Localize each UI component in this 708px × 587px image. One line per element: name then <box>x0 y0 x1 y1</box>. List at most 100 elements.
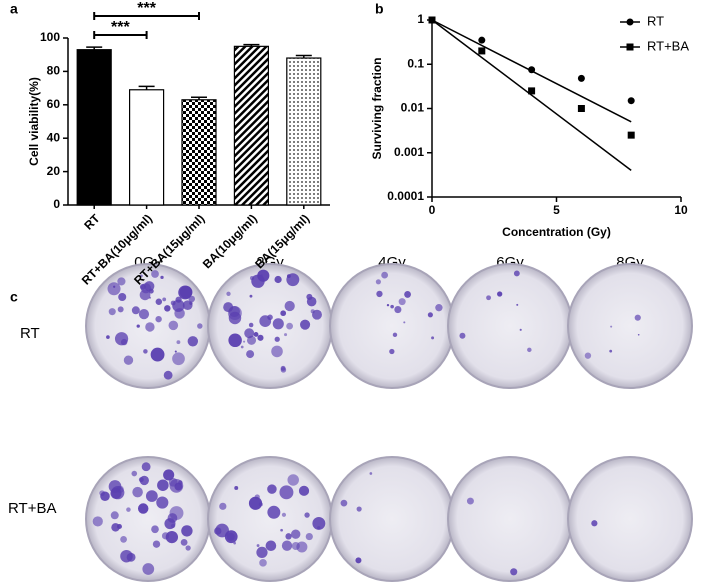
colony <box>163 469 175 481</box>
x-tick-label: 10 <box>674 203 688 217</box>
colony <box>174 350 177 353</box>
legend-label: RT <box>647 13 664 28</box>
colony <box>228 311 242 325</box>
colony <box>110 511 119 520</box>
colony <box>182 300 193 311</box>
colony <box>248 496 263 510</box>
colony <box>197 323 203 329</box>
colony <box>257 334 264 341</box>
colony <box>274 336 280 342</box>
dish <box>207 456 333 582</box>
colony <box>244 328 255 339</box>
colony <box>120 549 133 563</box>
colony <box>404 291 411 298</box>
y-tick-label: 0.01 <box>401 101 425 115</box>
colony <box>634 314 641 321</box>
y-tick-label: 80 <box>47 64 61 78</box>
colony <box>169 479 184 493</box>
colony <box>285 533 292 540</box>
colony <box>431 336 435 340</box>
colony <box>637 333 640 336</box>
colony <box>165 530 179 544</box>
colony <box>265 540 277 552</box>
bar <box>76 49 112 206</box>
colony <box>162 297 167 302</box>
colony <box>256 544 260 547</box>
colony <box>187 336 199 347</box>
colony <box>152 540 161 548</box>
colony <box>246 350 255 359</box>
colony <box>116 485 124 493</box>
colony <box>136 324 140 328</box>
colony <box>163 370 173 380</box>
colony <box>259 559 267 567</box>
colony <box>145 322 155 332</box>
y-tick-label: 0.001 <box>394 145 424 159</box>
colony <box>99 490 105 497</box>
point <box>528 87 536 95</box>
y-tick-label: 1 <box>417 12 424 26</box>
colony <box>284 300 295 312</box>
colony <box>427 312 433 318</box>
point <box>478 36 486 44</box>
dish <box>447 456 573 582</box>
dish <box>329 456 455 582</box>
colony <box>610 325 613 328</box>
colony <box>369 472 373 475</box>
y-axis-label: Cell viability(%) <box>27 77 41 166</box>
colony <box>284 333 288 337</box>
colony <box>188 295 196 303</box>
x-tick-label: BA(10μg/ml) <box>200 211 260 271</box>
colony <box>214 527 222 535</box>
colony <box>174 308 185 319</box>
colony <box>340 499 348 507</box>
colony <box>310 309 315 314</box>
colony <box>168 320 179 331</box>
colony <box>164 305 171 312</box>
colony <box>281 512 287 517</box>
colony <box>386 303 390 307</box>
colony <box>258 502 263 507</box>
y-tick-label: 60 <box>47 97 61 111</box>
colony <box>249 276 255 281</box>
colony <box>175 296 182 303</box>
colony <box>256 546 268 559</box>
point <box>627 97 635 105</box>
x-tick-label: RT <box>81 211 103 233</box>
colony <box>157 479 169 491</box>
colony <box>139 475 149 486</box>
colony <box>267 505 281 519</box>
colony <box>126 507 131 512</box>
colony <box>259 315 272 328</box>
colony <box>123 355 134 365</box>
y-tick-label: 20 <box>47 164 61 178</box>
colony <box>253 332 259 337</box>
colony <box>234 485 239 490</box>
dish <box>329 263 455 389</box>
error-bar <box>138 85 155 90</box>
dish <box>207 263 333 389</box>
colony <box>176 340 181 345</box>
colony <box>131 470 138 477</box>
colony <box>243 340 246 343</box>
colony <box>486 295 492 301</box>
colony <box>132 486 143 498</box>
colony <box>392 332 398 338</box>
colony <box>251 274 265 288</box>
y-tick-label: 0.1 <box>407 56 424 70</box>
point <box>528 66 536 74</box>
colony <box>249 294 253 298</box>
colony <box>92 516 103 527</box>
colony <box>219 502 227 510</box>
colony <box>272 318 284 330</box>
colony <box>591 520 598 527</box>
colony <box>156 496 169 509</box>
colony <box>280 310 287 317</box>
row-label: RT+BA <box>8 500 57 517</box>
colony <box>516 303 519 306</box>
point <box>577 105 585 112</box>
dish <box>85 456 211 582</box>
colony <box>300 319 311 330</box>
colony <box>394 305 402 314</box>
